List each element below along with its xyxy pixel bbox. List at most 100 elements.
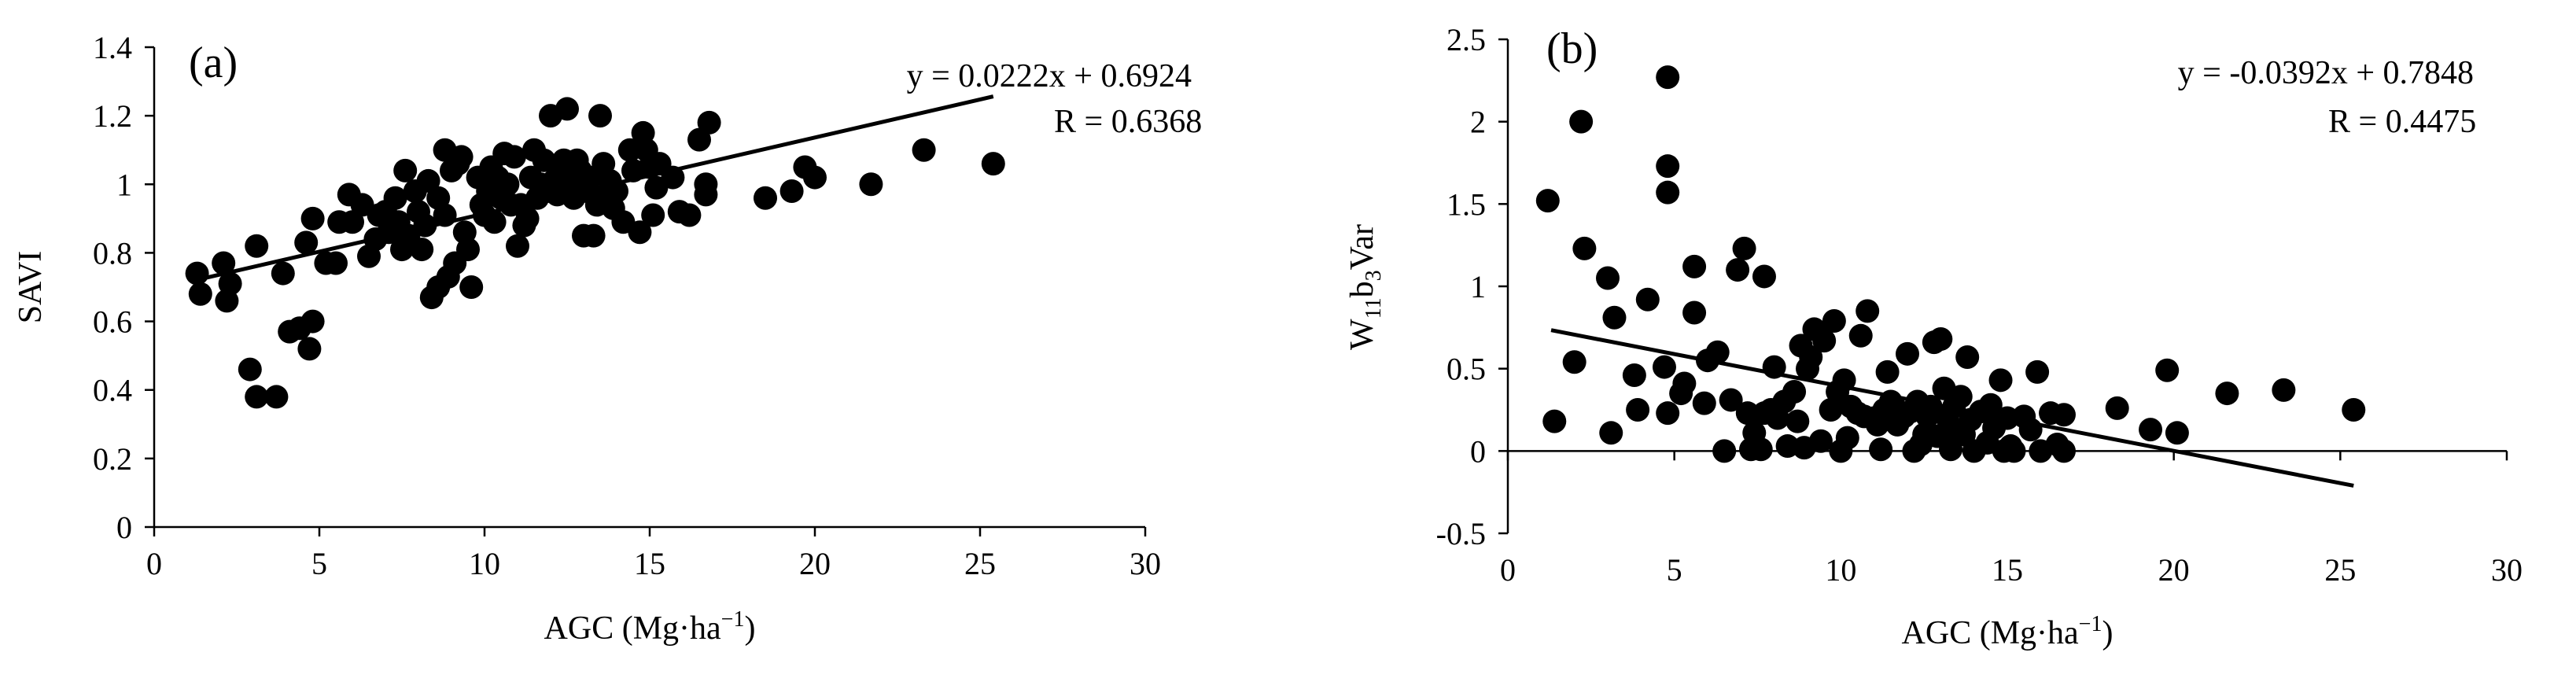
panel-a-data-point	[245, 234, 269, 258]
panel-a-data-point	[496, 172, 520, 197]
panel-b-data-point	[1596, 266, 1620, 290]
panel-a-data-point	[482, 210, 507, 234]
panel-a-y-tick-label: 0.8	[93, 235, 132, 271]
panel-b-data-point	[1819, 398, 1843, 422]
panel-a-data-point	[502, 145, 526, 169]
panel-a-data-point	[628, 220, 652, 245]
panel-b-data-point	[2165, 421, 2189, 445]
panel-a-trendline	[197, 94, 994, 282]
panel-a-data-point	[271, 261, 295, 286]
panel-a-data-point	[300, 206, 325, 230]
panel-a-regression-equation: y = 0.0222x + 0.6924	[907, 58, 1192, 94]
panel-b-y-tick-label: 1.5	[1446, 186, 1486, 222]
panel-a-data-point	[859, 172, 883, 197]
panel-b-data-point	[1955, 345, 1980, 370]
panel-a-data-point	[677, 203, 702, 227]
panel-a-y-tick-label: 0.4	[93, 373, 132, 408]
panel-a-x-tick-label: 10	[469, 546, 500, 581]
panel-b-data-point	[1929, 326, 1953, 351]
panel-b-data-point	[1712, 439, 1737, 463]
panel-b-data-point	[1812, 329, 1837, 353]
panel-b-x-tick-label: 5	[1667, 552, 1682, 588]
panel-b-y-tick-label: -0.5	[1436, 516, 1486, 551]
panel-b-data-point	[1692, 391, 1716, 415]
panel-b-data-point	[2105, 396, 2129, 420]
panel-b-data-point	[1656, 65, 1680, 90]
panel-b-data-point	[2051, 439, 2076, 463]
panel-a-data-point	[581, 223, 606, 248]
panel-b-y-tick-label: 2	[1470, 105, 1486, 140]
panel-a-data-point	[687, 127, 711, 152]
panel-b-data-point	[1735, 401, 1760, 426]
panel-b-data-point	[1799, 345, 1823, 370]
panel-a-data-point	[324, 251, 348, 275]
panel-a-data-point	[588, 104, 612, 128]
panel-b-x-tick-label: 20	[2158, 552, 2190, 588]
panel-a-data-point	[617, 138, 642, 162]
panel-a-data-point	[697, 110, 721, 135]
panel-a-x-tick-label: 5	[311, 546, 327, 581]
panel-a-data-point	[694, 172, 718, 197]
panel-a-data-point	[449, 145, 474, 169]
panel-b-data-point	[1652, 355, 1676, 379]
panel-b-data-point	[1752, 264, 1776, 289]
panel-b-data-point	[1626, 398, 1650, 422]
panel-a-y-tick-label: 0.2	[93, 441, 132, 477]
panel-b-data-point	[1856, 299, 1880, 323]
panel-b-data-point	[2342, 398, 2366, 422]
panel-a-y-tick-label: 1	[116, 167, 132, 202]
panel-a-data-point	[456, 238, 480, 262]
panel-b-data-point	[2002, 439, 2026, 463]
panel-b-y-tick-label: 0.5	[1446, 352, 1486, 387]
panel-a-y-tick-label: 0.6	[93, 304, 132, 340]
panel-b-panel-label: (b)	[1546, 24, 1598, 73]
panel-a-x-tick-label: 0	[146, 546, 162, 581]
panel-b-y-tick-label: 2.5	[1446, 22, 1486, 57]
panel-b-data-point	[1732, 236, 1756, 260]
panel-b-data-point	[1726, 258, 1750, 282]
panel-a-panel-label: (a)	[189, 39, 238, 87]
panel-a-data-point	[803, 165, 827, 190]
panel-a-data-point	[341, 210, 364, 234]
panel-b-regression-equation: y = -0.0392x + 0.7848	[2178, 55, 2474, 91]
panel-b-data-point	[1602, 305, 1627, 330]
panel-b-data-point	[1869, 437, 1893, 462]
panel-b-data-point	[1599, 421, 1623, 445]
panel-b-x-tick-label: 10	[1825, 552, 1856, 588]
panel-a-data-point	[212, 251, 236, 275]
panel-a-data-point	[238, 357, 262, 382]
panel-b-data-point	[2215, 382, 2239, 406]
panel-b-data-point	[1848, 323, 1873, 348]
panel-a-x-tick-label: 15	[634, 546, 665, 581]
panel-b-x-tick-label: 0	[1500, 552, 1516, 588]
panel-a-data-point	[779, 179, 804, 203]
panel-b-data-point	[1988, 368, 2013, 393]
panel-a-data-point	[383, 186, 407, 210]
panel-a-data-point	[393, 158, 418, 182]
panel-b-data-point	[2051, 403, 2076, 427]
panel-b-data-point	[2272, 378, 2296, 402]
panel-b-trendline	[1550, 328, 2354, 488]
panel-a-x-axis-title: AGC (Mg·ha−1)	[544, 607, 756, 647]
panel-b-data-point	[1656, 180, 1680, 205]
panel-b-x-axis-title: AGC (Mg·ha−1)	[1902, 612, 2113, 651]
panel-b-data-point	[1875, 359, 1900, 384]
panel-b-data-point	[1782, 379, 1807, 404]
panel-b-data-point	[2155, 358, 2180, 382]
panel-b-x-tick-label: 15	[1992, 552, 2023, 588]
panel-b-data-point	[1572, 236, 1597, 260]
panel-a-data-point	[294, 230, 319, 255]
panel-a-y-tick-label: 1.2	[93, 98, 132, 134]
panel-b-data-point	[1635, 287, 1660, 312]
panel-b-w11b3var-chart: -0.5 0 0.5 1 1.5 2 2.5 0 5 10 15 20 25 30 (b) y = -0.03…	[1344, 22, 2523, 651]
panel-b-data-point	[1822, 308, 1846, 333]
panel-a-data-point	[981, 152, 1005, 176]
panel-b-data-point	[1835, 426, 1859, 450]
panel-b-data-point	[1896, 341, 1919, 366]
panel-a-data-point	[218, 271, 242, 296]
panel-a-y-tick-label: 0	[116, 510, 132, 545]
panel-a-data-point	[459, 275, 484, 299]
panel-b-data-point	[1569, 109, 1594, 134]
